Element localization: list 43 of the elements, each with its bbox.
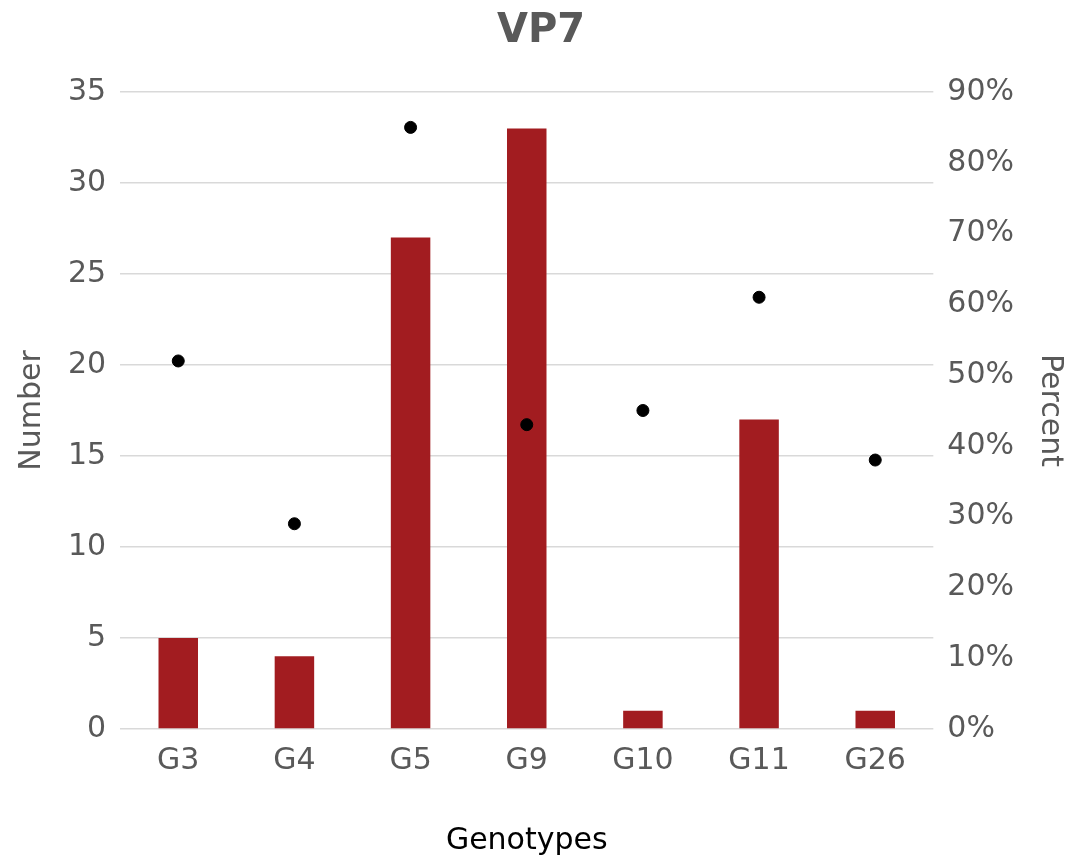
point [287, 517, 301, 531]
point [868, 453, 882, 467]
bar [739, 419, 779, 729]
bar [855, 710, 895, 729]
y2-tick-label: 60% [947, 284, 1015, 320]
bar [274, 656, 315, 729]
y-tick-label: 20 [67, 344, 107, 380]
y2-tick-label: 10% [947, 638, 1015, 674]
bar [390, 237, 431, 729]
y-axis-title: Number [11, 349, 47, 471]
x-tick-label: G4 [273, 740, 316, 776]
y2-tick-label: 80% [947, 142, 1015, 178]
y2-tick-label: 20% [947, 567, 1015, 603]
y-tick-label: 35 [67, 71, 107, 107]
y2-tick-label: 50% [947, 354, 1015, 390]
bar [507, 128, 547, 729]
x-tick-label: G10 [612, 740, 674, 776]
y2-tick-label: 90% [947, 71, 1015, 107]
point [752, 290, 766, 304]
y2-tick-label: 70% [947, 213, 1015, 249]
y-tick-label: 10 [67, 526, 107, 562]
point [520, 418, 534, 432]
bar [158, 638, 198, 729]
y-tick-label: 30 [67, 162, 107, 198]
x-tick-label: G26 [844, 740, 906, 776]
bar [623, 710, 663, 729]
x-tick-label: G5 [389, 740, 432, 776]
x-axis-title: Genotypes [445, 820, 608, 856]
x-tick-label: G9 [505, 740, 548, 776]
y-tick-label: 5 [87, 617, 107, 653]
chart-title: VP7 [496, 5, 586, 52]
x-tick-label: G3 [157, 740, 200, 776]
point [404, 120, 418, 134]
y-tick-label: 25 [67, 253, 107, 289]
y2-tick-label: 40% [947, 425, 1015, 461]
x-tick-label: G11 [728, 740, 790, 776]
y2-tick-label: 0% [947, 708, 995, 744]
point [171, 354, 185, 368]
y2-tick-label: 30% [947, 496, 1015, 532]
y2-axis-title: Percent [1035, 354, 1071, 468]
y-tick-label: 0 [87, 708, 107, 744]
y-tick-label: 15 [67, 435, 107, 471]
point [636, 404, 650, 417]
